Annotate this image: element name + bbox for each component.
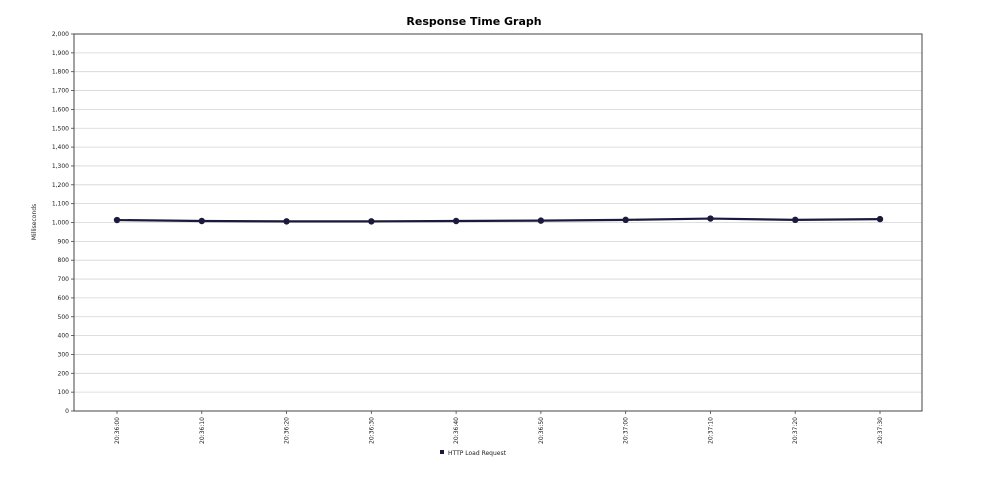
y-tick-label: 800	[58, 257, 70, 264]
legend-swatch	[440, 450, 444, 454]
x-tick-label: 20:37:00	[623, 417, 630, 444]
data-point	[113, 216, 121, 224]
data-point	[283, 218, 290, 225]
x-tick-label: 20:36:50	[538, 417, 545, 444]
x-tick-label: 20:36:10	[199, 417, 206, 444]
y-tick-label: 1,900	[52, 50, 69, 57]
series-layer	[113, 215, 884, 225]
y-tick-label: 900	[58, 238, 70, 245]
data-point	[368, 218, 375, 225]
y-tick-label: 400	[58, 333, 70, 340]
x-axis-ticks: 20:36:00 20:36:10 20:36:20 20:36:30 20:36:40…	[114, 411, 884, 444]
y-tick-label: 1,100	[52, 201, 69, 208]
y-tick-label: 100	[58, 389, 70, 396]
x-tick-label: 20:36:30	[368, 417, 375, 444]
y-tick-label: 1,400	[52, 144, 69, 151]
chart-title: Response Time Graph	[406, 15, 541, 28]
y-tick-label: 200	[58, 370, 70, 377]
x-tick-label: 20:37:30	[877, 417, 884, 444]
y-tick-label: 500	[58, 314, 70, 321]
y-tick-label: 1,500	[52, 125, 69, 132]
x-tick-label: 20:36:20	[284, 417, 291, 444]
data-point	[537, 217, 545, 224]
data-point	[198, 217, 205, 225]
data-point	[452, 217, 460, 225]
y-axis-label: Milliseconds	[31, 204, 38, 240]
legend: HTTP Load Request	[440, 450, 507, 457]
x-tick-label: 20:37:20	[792, 417, 799, 444]
x-tick-label: 20:36:40	[453, 417, 460, 444]
legend-label: HTTP Load Request	[448, 450, 507, 457]
data-point	[707, 215, 714, 222]
data-point	[876, 215, 884, 223]
gridlines	[74, 52, 922, 393]
x-tick-label: 20:36:00	[114, 417, 121, 444]
y-tick-label: 300	[58, 351, 70, 358]
series-line	[116, 217, 881, 223]
data-point	[622, 216, 629, 224]
data-point	[792, 216, 799, 224]
y-tick-label: 1,200	[52, 182, 69, 189]
y-tick-label: 2,000	[52, 31, 69, 38]
plot-area-frame	[73, 33, 923, 412]
y-tick-label: 1,800	[52, 69, 69, 76]
y-tick-label: 1,700	[52, 88, 69, 95]
y-axis-ticks: 0 100 200 300 400 500 600 700 800 900 1,000 1,100 1,…	[52, 31, 74, 415]
x-tick-label: 20:37:10	[707, 417, 714, 444]
y-tick-label: 1,300	[52, 163, 69, 170]
y-tick-label: 1,600	[52, 106, 69, 113]
y-tick-label: 1,000	[52, 220, 69, 227]
y-tick-label: 0	[65, 408, 69, 415]
y-tick-label: 700	[58, 276, 70, 283]
y-tick-label: 600	[58, 295, 70, 302]
